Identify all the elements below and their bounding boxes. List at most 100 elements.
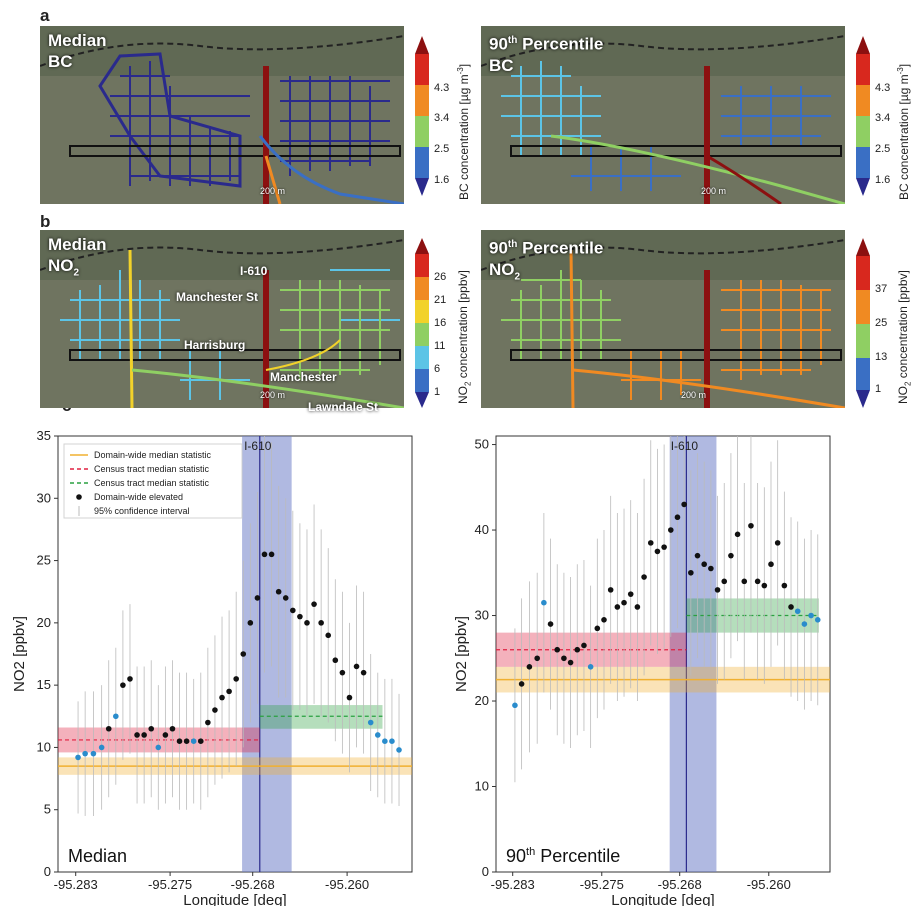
data-point	[183, 738, 190, 744]
corner-label: Median	[68, 846, 127, 866]
data-point	[526, 664, 533, 670]
colorbar-tick: 1	[875, 383, 882, 395]
map-p90-no2-image	[481, 230, 845, 408]
chart-p90	[492, 435, 831, 876]
data-point	[275, 588, 282, 595]
data-point	[734, 531, 741, 538]
data-point	[814, 617, 821, 623]
x-tick-label: -95.283	[54, 877, 98, 892]
legend-label: Census tract median statistic	[94, 464, 210, 474]
data-point	[512, 702, 518, 709]
y-tick-label: 20	[475, 693, 489, 708]
data-point	[311, 601, 317, 607]
data-point	[226, 688, 232, 695]
y-axis-label: NO2 [ppbv]	[453, 616, 470, 692]
plot-area	[495, 435, 831, 873]
colorbar-no2-median	[415, 238, 429, 408]
map-median-no2-image	[40, 230, 404, 408]
colorbar-tick: 3.4	[434, 112, 450, 124]
scale-bar-label: 200 m	[701, 186, 727, 196]
colorbar-bc-p90	[856, 36, 870, 196]
data-point	[353, 663, 360, 670]
colorbar-tick: 4.3	[875, 82, 891, 94]
data-point	[382, 738, 388, 744]
panel-label-a: a	[40, 6, 50, 25]
data-point	[120, 682, 126, 688]
colorbar-tick: 13	[875, 351, 888, 363]
colorbar-tick: 21	[434, 294, 447, 306]
map-title: Median BC	[48, 31, 107, 71]
data-point	[141, 732, 147, 738]
i610-label: I-610	[244, 439, 272, 453]
y-axis-label: NO2 [ppbv]	[11, 616, 28, 692]
colorbar-tick: 1	[434, 386, 441, 398]
data-point	[90, 750, 97, 757]
data-point	[304, 620, 310, 626]
data-point	[674, 514, 681, 521]
data-point	[339, 669, 346, 676]
street-label-manchester-st: Manchester St	[176, 290, 259, 304]
x-axis-label: Longitude [deg]	[611, 892, 714, 906]
data-point	[389, 738, 395, 744]
data-point	[247, 620, 254, 626]
data-point	[708, 565, 714, 572]
panel-c-svg: I-610 0 5 10 15 20 25 30 35 -95.283 -95.275 -95.268…	[11, 428, 831, 909]
y-tick-label: 30	[37, 490, 51, 505]
colorbar-tick: 4.3	[434, 82, 450, 94]
street-label-manchester: Manchester	[270, 370, 337, 384]
data-point	[554, 646, 561, 653]
colorbar-title: BC concentration [µg m-3]	[456, 63, 471, 200]
data-point	[547, 621, 554, 627]
data-point	[261, 551, 268, 558]
colorbar-tick: 11	[434, 340, 446, 352]
y-tick-label: 20	[37, 615, 51, 630]
i610-label: I-610	[671, 439, 699, 453]
i610-band	[242, 436, 292, 872]
data-point	[581, 642, 587, 649]
data-point	[774, 540, 781, 546]
data-point	[197, 738, 204, 744]
data-point	[534, 655, 540, 662]
data-point	[113, 713, 119, 720]
data-point	[701, 561, 707, 568]
colorbar-tick: 26	[434, 271, 447, 283]
data-point	[587, 664, 594, 670]
data-point	[808, 612, 814, 619]
data-point	[75, 754, 81, 761]
map-title: Median NO2	[48, 235, 107, 279]
y-tick-label: 30	[475, 608, 489, 623]
data-point	[282, 595, 289, 601]
data-point	[728, 552, 734, 559]
data-point	[318, 620, 324, 626]
data-point	[268, 551, 275, 558]
data-point	[240, 651, 247, 657]
y-tick-label: 10	[475, 779, 489, 794]
tract-band	[259, 705, 383, 729]
street-label-i610: I-610	[240, 264, 268, 278]
corner-label-rest: Percentile	[535, 846, 620, 866]
data-point	[768, 561, 774, 568]
data-point	[127, 676, 133, 682]
data-point	[748, 522, 754, 529]
data-point	[754, 578, 761, 585]
data-point	[148, 725, 155, 732]
data-point	[801, 621, 808, 627]
scale-bar-label: 200 m	[260, 186, 286, 196]
colorbar-tick: 1.6	[434, 174, 450, 186]
data-point	[396, 747, 402, 753]
map-median-bc-image	[40, 26, 404, 204]
data-point	[332, 657, 339, 664]
colorbar-tick: 2.5	[434, 143, 450, 155]
data-point	[254, 595, 261, 601]
data-point	[614, 604, 621, 610]
data-point	[714, 587, 721, 593]
data-point	[190, 738, 197, 744]
data-point	[621, 599, 627, 606]
data-point	[694, 552, 701, 559]
scale-bar-label: 200 m	[260, 390, 286, 400]
x-tick-label: -95.260	[747, 877, 791, 892]
colorbar-tick: 1.6	[875, 174, 891, 186]
data-point	[601, 617, 607, 623]
colorbar-title: NO2 concentration [ppbv]	[456, 270, 473, 404]
x-tick-label: -95.275	[148, 877, 192, 892]
